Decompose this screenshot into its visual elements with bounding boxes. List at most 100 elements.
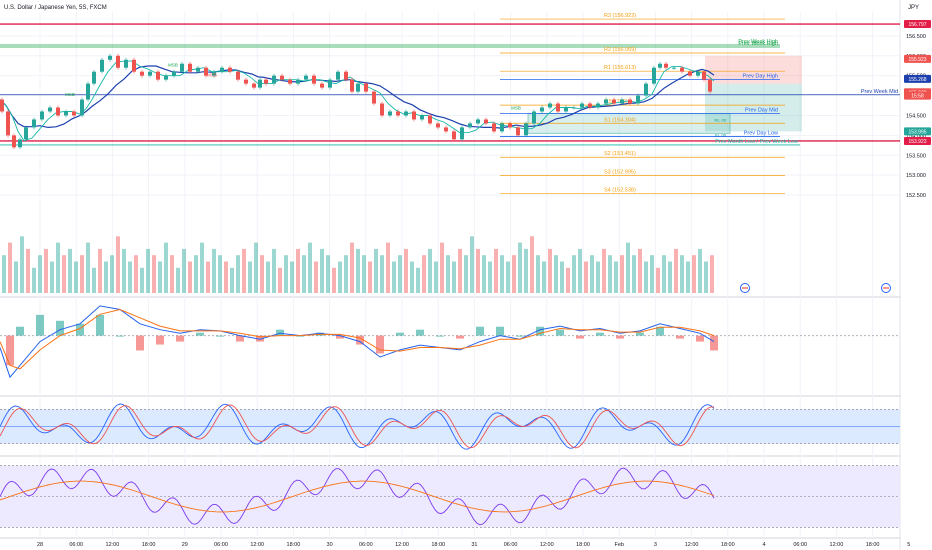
- candle[interactable]: [388, 111, 392, 116]
- price-badge[interactable]: [904, 54, 931, 63]
- candle[interactable]: [244, 79, 248, 84]
- price-badge[interactable]: [904, 91, 931, 100]
- stochastic-k-line[interactable]: [0, 403, 715, 450]
- candle[interactable]: [380, 103, 384, 116]
- candle[interactable]: [492, 123, 496, 132]
- candle[interactable]: [404, 111, 408, 116]
- candle[interactable]: [452, 131, 456, 140]
- candle[interactable]: [140, 71, 144, 76]
- candle[interactable]: [188, 63, 192, 72]
- candle[interactable]: [500, 123, 504, 132]
- candle[interactable]: [688, 71, 692, 76]
- candle[interactable]: [336, 71, 340, 80]
- candle[interactable]: [350, 79, 354, 92]
- candle[interactable]: [24, 127, 28, 140]
- price-badge[interactable]: [904, 20, 931, 29]
- macd-line[interactable]: [0, 305, 715, 379]
- candle[interactable]: [12, 135, 16, 148]
- candle[interactable]: [672, 67, 676, 69]
- candle[interactable]: [644, 83, 648, 96]
- candle[interactable]: [604, 99, 608, 104]
- candle[interactable]: [524, 123, 528, 136]
- candle[interactable]: [296, 79, 300, 84]
- candle[interactable]: [636, 95, 640, 104]
- candle[interactable]: [204, 67, 208, 76]
- candle[interactable]: [344, 71, 348, 80]
- candle[interactable]: [252, 83, 256, 88]
- price-badge[interactable]: [904, 127, 931, 136]
- candle[interactable]: [132, 59, 136, 72]
- candle[interactable]: [444, 127, 448, 132]
- candle[interactable]: [280, 75, 284, 80]
- candle[interactable]: [428, 115, 432, 124]
- candle[interactable]: [652, 67, 656, 84]
- candle[interactable]: [6, 111, 10, 136]
- candle[interactable]: [356, 83, 360, 92]
- candle[interactable]: [412, 111, 416, 120]
- candle[interactable]: [64, 111, 68, 116]
- candle[interactable]: [484, 119, 488, 124]
- price-badge[interactable]: [904, 136, 931, 145]
- candle[interactable]: [212, 71, 216, 76]
- candle[interactable]: [258, 79, 262, 88]
- candle[interactable]: [436, 123, 440, 128]
- candle[interactable]: [236, 71, 240, 80]
- candle[interactable]: [304, 75, 308, 80]
- macd-panel[interactable]: 0.2000.000-0.200-0.400: [0, 305, 922, 387]
- candle[interactable]: [658, 63, 662, 68]
- candle[interactable]: [572, 107, 576, 109]
- candle[interactable]: [420, 115, 424, 120]
- candle[interactable]: [696, 71, 700, 76]
- candle[interactable]: [548, 103, 552, 108]
- candle[interactable]: [588, 103, 592, 108]
- stop-loss-zone[interactable]: [705, 55, 802, 84]
- candle[interactable]: [460, 127, 464, 140]
- candle[interactable]: [596, 103, 600, 108]
- candle[interactable]: [312, 75, 316, 84]
- candle[interactable]: [364, 83, 368, 92]
- candle[interactable]: [508, 123, 512, 128]
- candle[interactable]: [18, 139, 22, 148]
- candle[interactable]: [468, 123, 472, 128]
- candle[interactable]: [164, 75, 168, 80]
- candle[interactable]: [0, 99, 4, 112]
- time-axis[interactable]: 28 06:00 12:00 18:00 29 06:00 12:00 18:00 30 06:0…: [37, 542, 910, 548]
- candle[interactable]: [148, 71, 152, 76]
- candle[interactable]: [180, 63, 184, 72]
- candle[interactable]: [156, 71, 160, 80]
- candle[interactable]: [196, 67, 200, 72]
- stochastic-d-line[interactable]: [0, 404, 715, 449]
- candle[interactable]: [124, 59, 128, 68]
- candle[interactable]: [116, 55, 120, 68]
- candle[interactable]: [702, 71, 706, 80]
- candle[interactable]: [328, 79, 332, 88]
- candle[interactable]: [72, 111, 76, 116]
- price-badge[interactable]: [904, 74, 931, 83]
- candle[interactable]: [220, 67, 224, 72]
- candle[interactable]: [100, 59, 104, 72]
- candle[interactable]: [320, 83, 324, 88]
- rsi-moving-average[interactable]: [0, 480, 715, 513]
- candle[interactable]: [680, 67, 684, 72]
- candle[interactable]: [40, 111, 44, 120]
- candle[interactable]: [288, 79, 292, 84]
- candle[interactable]: [108, 55, 112, 60]
- candle[interactable]: [264, 79, 268, 84]
- macd-signal-line[interactable]: [0, 308, 715, 370]
- candle[interactable]: [396, 111, 400, 116]
- candle[interactable]: [476, 119, 480, 124]
- candle[interactable]: [32, 119, 36, 128]
- candle[interactable]: [92, 71, 96, 84]
- candle[interactable]: [172, 71, 176, 76]
- candle[interactable]: [628, 99, 632, 104]
- candle[interactable]: [86, 83, 90, 100]
- price-axis[interactable]: 156.500156.000155.500155.000154.500154.0…: [901, 0, 932, 550]
- candle[interactable]: [580, 103, 584, 108]
- candle[interactable]: [612, 99, 616, 104]
- candle[interactable]: [272, 75, 276, 84]
- candle[interactable]: [708, 79, 712, 92]
- candle[interactable]: [540, 107, 544, 112]
- candle[interactable]: [372, 91, 376, 104]
